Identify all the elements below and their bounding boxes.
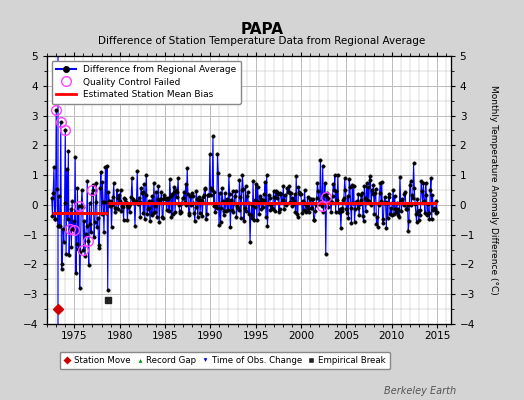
Text: Berkeley Earth: Berkeley Earth (384, 386, 456, 396)
Text: PAPA: PAPA (241, 22, 283, 37)
Y-axis label: Monthly Temperature Anomaly Difference (°C): Monthly Temperature Anomaly Difference (… (489, 85, 498, 295)
Legend: Station Move, Record Gap, Time of Obs. Change, Empirical Break: Station Move, Record Gap, Time of Obs. C… (60, 352, 390, 369)
Text: Difference of Station Temperature Data from Regional Average: Difference of Station Temperature Data f… (99, 36, 425, 46)
